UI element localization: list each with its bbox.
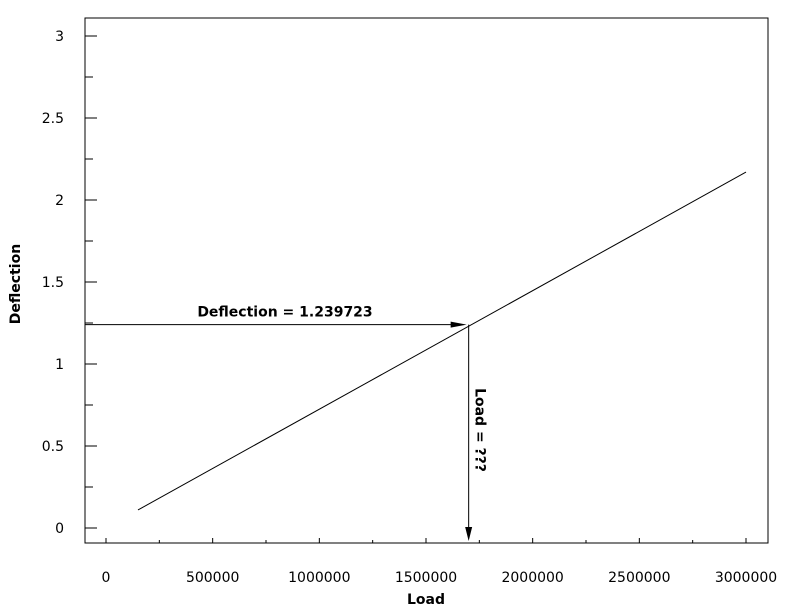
deflection-annotation-label: Deflection = 1.239723 (197, 305, 372, 321)
y-tick-label: 0 (55, 521, 64, 537)
x-tick-label: 1000000 (288, 570, 350, 586)
series-line (137, 171, 747, 511)
x-tick-label: 0 (102, 570, 111, 586)
load-annotation-label: Load = ??? (472, 388, 488, 472)
y-axis-ticks: 0 0.5 1 1.5 2 2.5 3 (42, 29, 97, 537)
y-tick-label: 2.5 (42, 111, 64, 127)
x-axis-title: Load (407, 592, 445, 608)
load-arrowhead (465, 527, 473, 541)
y-tick-label: 1 (55, 357, 64, 373)
x-tick-label: 3000000 (715, 570, 777, 586)
y-tick-label: 1.5 (42, 275, 64, 291)
series-layer (137, 171, 747, 511)
y-tick-label: 3 (55, 29, 64, 45)
y-axis-title: Deflection (8, 244, 24, 324)
plot-frame (84, 17, 769, 544)
x-tick-label: 500000 (186, 570, 239, 586)
x-tick-label: 2000000 (501, 570, 563, 586)
x-axis-ticks: 0 500000 1000000 1500000 2000000 2500000 30000… (102, 538, 777, 586)
x-tick-label: 2500000 (608, 570, 670, 586)
x-tick-label: 1500000 (395, 570, 457, 586)
deflection-arrowhead (450, 321, 467, 328)
y-tick-label: 2 (55, 193, 64, 209)
y-tick-label: 0.5 (42, 439, 64, 455)
annotation-layer: Deflection = 1.239723 Load = ??? (85, 305, 488, 541)
